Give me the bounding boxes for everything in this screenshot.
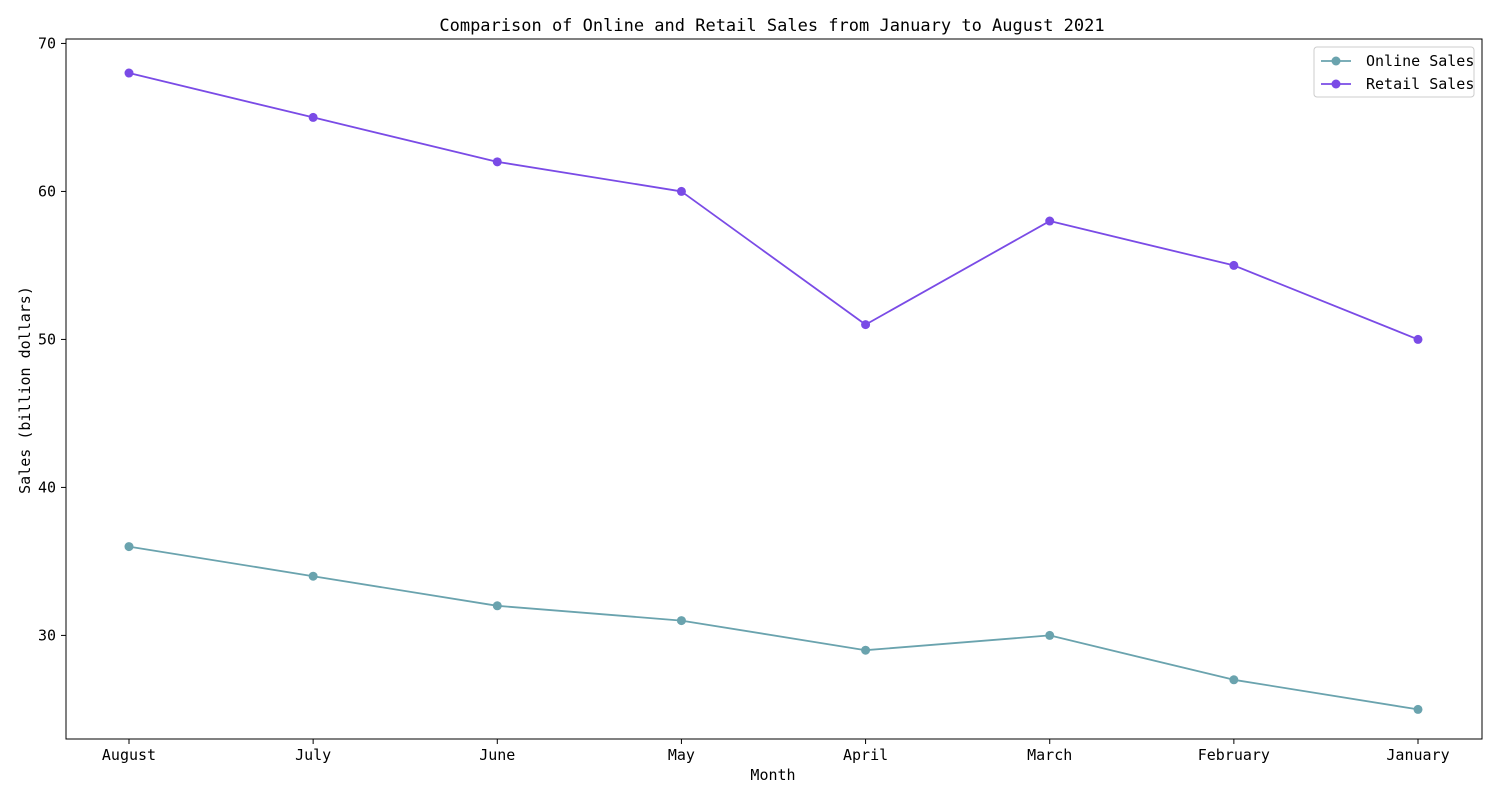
y-tick-label: 60 xyxy=(38,182,56,200)
y-tick-label: 30 xyxy=(38,626,56,644)
plot-area: 30 40 50 60 70 August July June May April March Feb… xyxy=(38,34,1483,764)
data-point xyxy=(1045,630,1055,640)
data-point xyxy=(308,571,318,581)
y-tick-label: 40 xyxy=(38,478,56,496)
chart-title: Comparison of Online and Retail Sales fr… xyxy=(439,16,1104,36)
data-point xyxy=(676,616,686,626)
series-line xyxy=(128,72,1419,341)
data-point xyxy=(492,601,502,611)
data-point xyxy=(1413,704,1423,714)
y-tick-label: 70 xyxy=(38,34,56,52)
data-point xyxy=(1045,216,1055,226)
data-point xyxy=(861,645,871,655)
plot-frame xyxy=(65,38,1483,740)
legend-marker xyxy=(1331,56,1341,66)
x-tick-label: June xyxy=(479,746,515,764)
y-axis-label: Sales (billion dollars) xyxy=(16,286,34,494)
data-point xyxy=(861,320,871,330)
x-tick-label: February xyxy=(1198,746,1270,764)
legend-marker xyxy=(1331,79,1341,89)
legend-label: Online Sales xyxy=(1366,52,1474,70)
legend: Online Sales Retail Sales xyxy=(1313,46,1475,98)
legend-box xyxy=(1313,46,1475,98)
y-tick-label: 50 xyxy=(38,330,56,348)
x-tick-label: May xyxy=(668,746,695,764)
data-point xyxy=(492,157,502,167)
x-tick-label: July xyxy=(295,746,331,764)
data-point xyxy=(124,542,134,552)
x-tick-label: March xyxy=(1027,746,1072,764)
x-tick-label: August xyxy=(102,746,156,764)
x-tick-label: April xyxy=(843,746,888,764)
data-point xyxy=(676,186,686,196)
data-point xyxy=(1229,260,1239,270)
data-point xyxy=(124,68,134,78)
data-point xyxy=(1229,675,1239,685)
series-line xyxy=(128,545,1419,711)
x-axis-label: Month xyxy=(750,766,795,784)
data-point xyxy=(308,112,318,122)
x-tick-label: January xyxy=(1386,746,1449,764)
data-point xyxy=(1413,334,1423,344)
legend-label: Retail Sales xyxy=(1366,75,1474,93)
